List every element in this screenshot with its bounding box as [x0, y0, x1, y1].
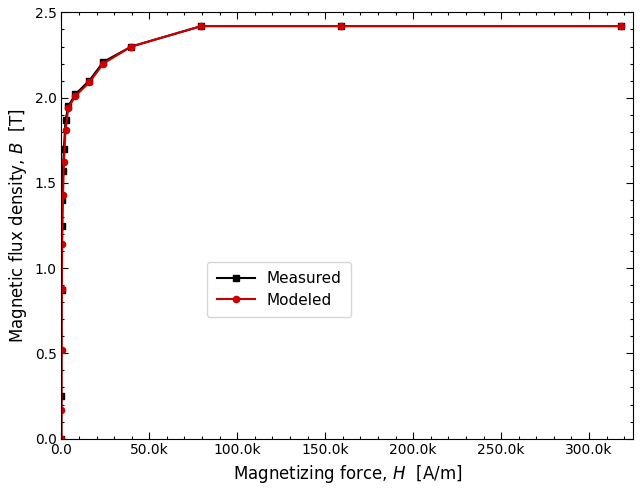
- Modeled: [58, 407, 65, 413]
- Modeled: [61, 127, 69, 133]
- Modeled: [58, 436, 65, 442]
- Modeled: [99, 61, 107, 66]
- Y-axis label: Magnetic flux density, $B$  [T]: Magnetic flux density, $B$ [T]: [7, 108, 29, 343]
- Measured: [58, 393, 65, 399]
- Modeled: [72, 93, 79, 99]
- Measured: [65, 103, 72, 109]
- Measured: [99, 59, 107, 65]
- Modeled: [86, 79, 93, 85]
- Measured: [60, 168, 67, 174]
- Measured: [58, 197, 66, 203]
- Modeled: [618, 23, 625, 29]
- Modeled: [127, 44, 135, 50]
- Modeled: [58, 286, 66, 292]
- Modeled: [60, 159, 68, 165]
- Legend: Measured, Modeled: Measured, Modeled: [207, 262, 351, 317]
- Measured: [86, 78, 93, 84]
- Modeled: [65, 105, 72, 111]
- X-axis label: Magnetizing force, $H$  [A/m]: Magnetizing force, $H$ [A/m]: [232, 463, 462, 485]
- Measured: [58, 436, 65, 442]
- Measured: [337, 23, 345, 29]
- Measured: [127, 44, 135, 50]
- Measured: [58, 222, 66, 228]
- Line: Modeled: Modeled: [58, 23, 625, 442]
- Measured: [72, 92, 79, 97]
- Modeled: [337, 23, 345, 29]
- Measured: [58, 287, 65, 293]
- Modeled: [60, 192, 67, 198]
- Measured: [618, 23, 625, 29]
- Measured: [61, 117, 69, 123]
- Measured: [198, 23, 205, 29]
- Line: Measured: Measured: [58, 23, 625, 442]
- Measured: [60, 146, 68, 152]
- Modeled: [58, 242, 66, 247]
- Modeled: [58, 347, 65, 353]
- Modeled: [198, 23, 205, 29]
